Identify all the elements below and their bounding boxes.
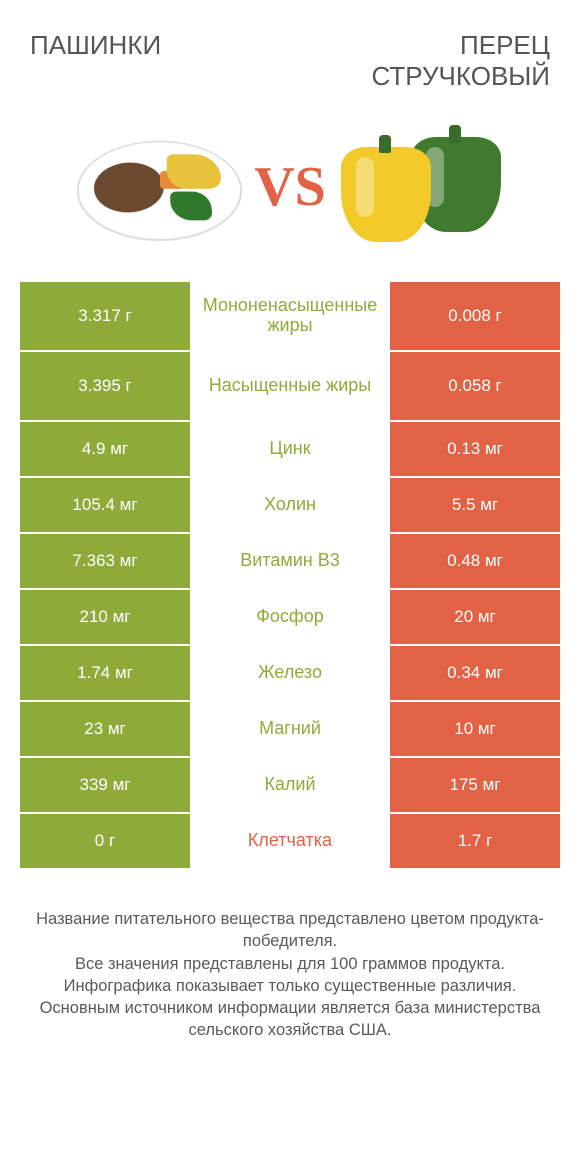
table-row: 210 мгФосфор20 мг	[20, 590, 560, 644]
right-value-cell: 10 мг	[390, 702, 560, 756]
left-value-cell: 0 г	[20, 814, 190, 868]
vs-label: VS	[254, 155, 326, 219]
right-value-cell: 175 мг	[390, 758, 560, 812]
nutrient-label-cell: Магний	[192, 702, 388, 756]
left-value-cell: 23 мг	[20, 702, 190, 756]
left-value-cell: 7.363 мг	[20, 534, 190, 588]
nutrient-label-cell: Калий	[192, 758, 388, 812]
left-value-cell: 3.317 г	[20, 282, 190, 350]
right-value-cell: 0.48 мг	[390, 534, 560, 588]
table-row: 3.395 гНасыщенные жиры0.058 г	[20, 352, 560, 420]
right-value-cell: 0.13 мг	[390, 422, 560, 476]
table-row: 4.9 мгЦинк0.13 мг	[20, 422, 560, 476]
left-value-cell: 3.395 г	[20, 352, 190, 420]
nutrient-label-cell: Холин	[192, 478, 388, 532]
footnote-line: Основным источником информации является …	[30, 997, 550, 1042]
right-value-cell: 20 мг	[390, 590, 560, 644]
nutrient-label-cell: Насыщенные жиры	[192, 352, 388, 420]
peppers-illustration	[336, 122, 506, 252]
images-row: VS	[0, 102, 580, 282]
table-row: 3.317 гМононенасыщенные жиры0.008 г	[20, 282, 560, 350]
product-right-image	[336, 122, 506, 252]
right-value-cell: 5.5 мг	[390, 478, 560, 532]
product-left-title: ПАШИНКИ	[30, 30, 161, 92]
product-left-image	[74, 122, 244, 252]
nutrient-label-cell: Железо	[192, 646, 388, 700]
steak-plate-illustration	[70, 141, 249, 241]
right-value-cell: 0.34 мг	[390, 646, 560, 700]
table-row: 1.74 мгЖелезо0.34 мг	[20, 646, 560, 700]
nutrient-comparison-table: 3.317 гМононенасыщенные жиры0.008 г3.395…	[20, 282, 560, 868]
left-value-cell: 105.4 мг	[20, 478, 190, 532]
nutrient-label-cell: Цинк	[192, 422, 388, 476]
nutrient-label-cell: Клетчатка	[192, 814, 388, 868]
table-row: 23 мгМагний10 мг	[20, 702, 560, 756]
left-value-cell: 210 мг	[20, 590, 190, 644]
nutrient-label-cell: Мононенасыщенные жиры	[192, 282, 388, 350]
right-value-cell: 0.008 г	[390, 282, 560, 350]
left-value-cell: 339 мг	[20, 758, 190, 812]
table-row: 7.363 мгВитамин B30.48 мг	[20, 534, 560, 588]
product-right-title: ПЕРЕЦ СТРУЧКОВЫЙ	[290, 30, 550, 92]
left-value-cell: 1.74 мг	[20, 646, 190, 700]
table-row: 0 гКлетчатка1.7 г	[20, 814, 560, 868]
left-value-cell: 4.9 мг	[20, 422, 190, 476]
nutrient-label-cell: Витамин B3	[192, 534, 388, 588]
footnote-line: Инфографика показывает только существенн…	[30, 975, 550, 997]
table-row: 339 мгКалий175 мг	[20, 758, 560, 812]
header-row: ПАШИНКИ ПЕРЕЦ СТРУЧКОВЫЙ	[0, 0, 580, 102]
footnote-line: Название питательного вещества представл…	[30, 908, 550, 953]
footnotes: Название питательного вещества представл…	[0, 868, 580, 1062]
nutrient-label-cell: Фосфор	[192, 590, 388, 644]
right-value-cell: 0.058 г	[390, 352, 560, 420]
footnote-line: Все значения представлены для 100 граммо…	[30, 953, 550, 975]
right-value-cell: 1.7 г	[390, 814, 560, 868]
table-row: 105.4 мгХолин5.5 мг	[20, 478, 560, 532]
